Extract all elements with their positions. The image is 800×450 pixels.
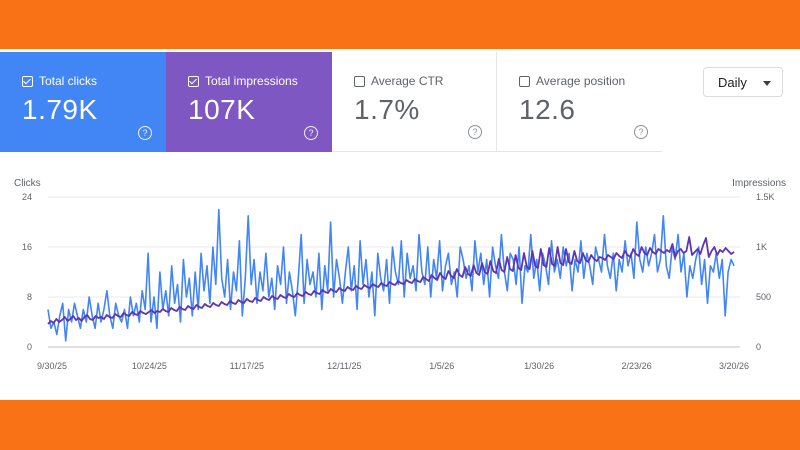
metric-value: 107K [188,94,256,125]
metric-label: Average position [536,74,626,88]
x-axis-tick-label: 12/11/25 [327,361,361,371]
checkbox-checked-icon[interactable] [22,75,33,87]
help-icon[interactable]: ? [138,126,152,140]
left-axis-tick-label: 8 [27,292,32,302]
right-axis-tick-label: 500 [756,292,771,302]
right-axis-tick-label: 0 [756,342,761,352]
x-axis-tick-label: 1/5/26 [429,361,454,371]
metric-card-total-clicks[interactable]: Total clicks 1.79K ? [0,52,166,152]
metric-label: Average CTR [371,74,444,88]
period-select-value: Daily [718,74,747,90]
x-axis-tick-label: 11/17/25 [230,361,264,371]
x-axis-tick-label: 1/30/26 [524,361,554,371]
help-icon[interactable]: ? [468,125,482,139]
metric-value: 1.7% [354,94,420,125]
right-axis-title: Impressions [732,178,786,189]
metric-cards: Total clicks 1.79K ? Total impressions 1… [0,52,800,152]
left-axis-tick-label: 0 [27,342,32,352]
x-axis-tick-label: 3/20/26 [719,361,749,371]
checkbox-unchecked-icon[interactable] [354,75,365,87]
clicks-series-line [47,208,735,342]
period-select[interactable]: Daily [703,67,783,97]
performance-chart[interactable]: 24 1.5K 16 1K 8 500 0 0 9/30/25 10/24/25 11/17/25 1… [0,189,800,439]
metric-card-average-ctr[interactable]: Average CTR 1.7% ? [332,52,497,152]
impressions-series-line [47,236,735,325]
checkbox-checked-icon[interactable] [188,75,199,87]
metric-label: Total clicks [39,74,98,88]
metric-value: 12.6 [519,94,576,125]
left-axis-title: Clicks [14,178,41,189]
dropdown-caret-icon [763,81,771,86]
x-axis-tick-label: 10/24/25 [132,361,167,371]
help-icon[interactable]: ? [304,126,318,140]
left-axis-tick-label: 16 [22,242,32,252]
right-axis-tick-label: 1K [756,242,767,252]
metric-value: 1.79K [22,94,98,125]
x-axis-tick-label: 2/23/26 [622,361,652,371]
metric-card-average-position[interactable]: Average position 12.6 ? [497,52,662,152]
performance-panel: Total clicks 1.79K ? Total impressions 1… [0,49,800,400]
metric-card-total-impressions[interactable]: Total impressions 107K ? [166,52,332,152]
help-icon[interactable]: ? [634,125,648,139]
checkbox-unchecked-icon[interactable] [519,75,530,87]
right-axis-tick-label: 1.5K [756,192,775,202]
metric-label: Total impressions [205,74,298,88]
x-axis-tick-label: 9/30/25 [37,361,67,371]
left-axis-tick-label: 24 [22,192,32,202]
